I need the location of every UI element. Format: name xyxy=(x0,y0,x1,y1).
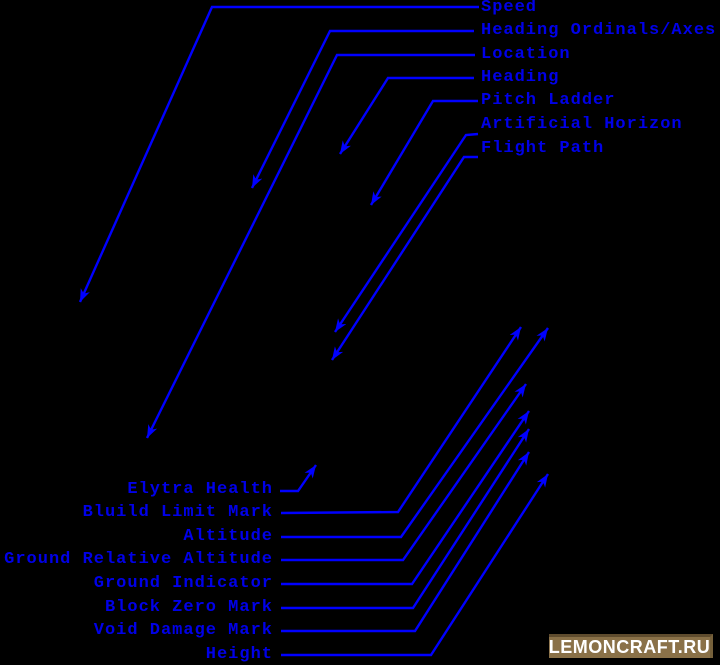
label-height: Height xyxy=(205,645,273,664)
label-elytra-health: Elytra Health xyxy=(127,480,273,499)
label-flight-path: Flight Path xyxy=(481,139,605,158)
label-altitude: Altitude xyxy=(183,527,273,546)
arrow-height xyxy=(281,473,550,657)
label-block-zero-mark: Block Zero Mark xyxy=(104,598,273,617)
watermark-text: LEMONCRAFT.RU xyxy=(548,637,711,657)
watermark-banner: LEMONCRAFT.RU xyxy=(549,634,713,658)
label-heading: Heading xyxy=(481,68,560,87)
arrow-heading-ordinals-axes xyxy=(250,29,474,189)
label-pitch-ladder: Pitch Ladder xyxy=(481,91,616,110)
label-build-limit-mark: Bluild Limit Mark xyxy=(82,503,273,522)
arrow-flight-path xyxy=(330,155,478,361)
label-artificial-horizon: Artificial Horizon xyxy=(481,115,683,134)
arrow-void-damage-mark xyxy=(281,451,531,633)
arrow-ground-indicator xyxy=(281,410,530,586)
label-heading-ordinals-axes: Heading Ordinals/Axes xyxy=(481,21,717,40)
arrow-elytra-health xyxy=(280,464,317,493)
arrow-artificial-horizon xyxy=(334,132,479,333)
label-location: Location xyxy=(481,45,571,64)
label-ground-indicator: Ground Indicator xyxy=(93,574,273,593)
arrow-heading xyxy=(338,76,474,155)
arrow-location xyxy=(145,53,475,439)
arrow-block-zero-mark xyxy=(281,428,531,610)
arrow-altitude xyxy=(281,327,549,539)
arrow-ground-relative-altitude xyxy=(281,383,527,562)
arrow-pitch-ladder xyxy=(369,99,478,206)
arrow-build-limit-mark xyxy=(280,326,522,515)
label-speed: Speed xyxy=(481,0,538,17)
label-void-damage-mark: Void Damage Mark xyxy=(93,621,273,640)
arrow-speed xyxy=(78,5,479,303)
label-ground-relative-altitude: Ground Relative Altitude xyxy=(4,550,273,569)
